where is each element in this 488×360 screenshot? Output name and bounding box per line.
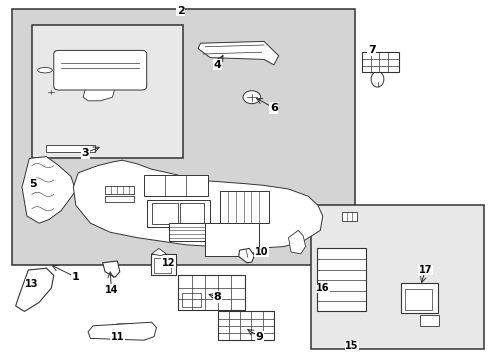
Text: 10: 10 <box>254 247 268 257</box>
Text: 2: 2 <box>177 6 184 16</box>
Text: 12: 12 <box>162 258 175 268</box>
Ellipse shape <box>45 87 57 96</box>
Text: 4: 4 <box>213 60 221 70</box>
Polygon shape <box>88 322 156 340</box>
Polygon shape <box>16 268 54 311</box>
Polygon shape <box>198 41 278 65</box>
Bar <box>310 205 483 349</box>
Text: 1: 1 <box>72 272 80 282</box>
Bar <box>154 258 171 273</box>
Bar <box>220 191 268 223</box>
Bar <box>182 293 201 307</box>
Bar <box>144 175 207 196</box>
Polygon shape <box>288 230 305 254</box>
Ellipse shape <box>157 226 175 239</box>
Ellipse shape <box>370 71 383 87</box>
Bar <box>151 203 178 224</box>
Bar <box>105 196 134 202</box>
Bar <box>217 311 273 340</box>
Bar <box>180 203 204 224</box>
Text: 15: 15 <box>345 341 358 351</box>
Text: 8: 8 <box>213 292 221 302</box>
Polygon shape <box>151 248 166 256</box>
Bar <box>404 289 431 310</box>
Ellipse shape <box>243 91 260 104</box>
Bar <box>105 186 134 194</box>
Text: 9: 9 <box>255 332 263 342</box>
Text: 11: 11 <box>110 332 124 342</box>
FancyBboxPatch shape <box>54 50 146 90</box>
Text: 13: 13 <box>25 279 39 289</box>
Polygon shape <box>102 261 120 277</box>
Polygon shape <box>22 157 76 223</box>
Text: 5: 5 <box>29 179 37 189</box>
Text: 7: 7 <box>367 45 375 55</box>
Bar <box>46 145 95 152</box>
Bar <box>316 248 365 311</box>
Bar <box>150 254 176 275</box>
Bar <box>400 283 437 313</box>
Text: 17: 17 <box>418 265 431 275</box>
Polygon shape <box>73 160 322 248</box>
Bar <box>419 315 438 326</box>
Ellipse shape <box>38 68 52 73</box>
Bar <box>361 52 398 72</box>
Bar <box>205 223 259 256</box>
Bar <box>342 212 356 221</box>
Bar <box>168 223 205 241</box>
Text: 3: 3 <box>81 148 89 158</box>
Bar <box>12 9 354 265</box>
Text: 14: 14 <box>104 285 118 295</box>
Bar <box>32 25 183 158</box>
Bar <box>59 54 142 86</box>
Text: 6: 6 <box>269 103 277 113</box>
Polygon shape <box>83 88 115 101</box>
Bar <box>178 275 244 310</box>
Bar <box>146 200 210 227</box>
Polygon shape <box>238 248 254 263</box>
Text: 16: 16 <box>315 283 329 293</box>
